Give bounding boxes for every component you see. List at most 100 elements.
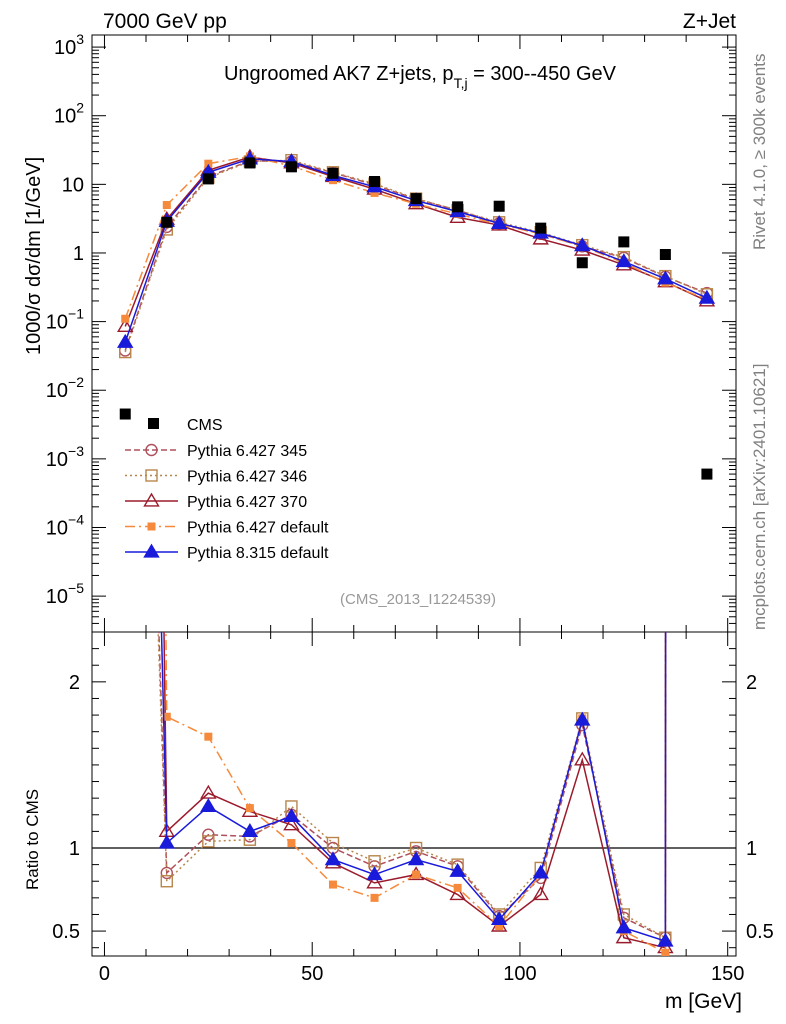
y-tick-label: 10−3 bbox=[46, 443, 84, 471]
cms-data-point bbox=[285, 161, 297, 173]
ratio-y-tick-label: 2 bbox=[69, 672, 80, 694]
y-tick-label-exponent: −3 bbox=[68, 443, 84, 459]
ratio-series-point bbox=[204, 732, 213, 741]
chart-title-subscript: T,j bbox=[454, 75, 468, 91]
ratio-series-point bbox=[366, 866, 383, 881]
x-tick-label: 100 bbox=[503, 963, 536, 985]
ratio-series-point bbox=[202, 835, 215, 848]
ratio-series-group bbox=[157, 632, 674, 956]
main-series-point bbox=[370, 188, 379, 197]
process-label: Z+Jet bbox=[683, 10, 736, 33]
legend-label-cms: CMS bbox=[187, 417, 223, 434]
ratio-series-point bbox=[245, 804, 254, 813]
legend-label: Pythia 6.427 345 bbox=[187, 443, 307, 460]
legend-label: Pythia 6.427 346 bbox=[187, 469, 307, 486]
main-series-point bbox=[162, 201, 171, 210]
main-series-point bbox=[698, 289, 716, 304]
legend: CMS Pythia 6.427 345 Pythia 6.427 346 Pythi… bbox=[125, 417, 329, 562]
ratio-y-axis-label: Ratio to CMS bbox=[23, 789, 42, 890]
main-series-group bbox=[117, 148, 716, 480]
cms-data-point bbox=[119, 408, 131, 420]
y-tick-label: 10 bbox=[62, 174, 84, 196]
ratio-series-point bbox=[287, 839, 296, 848]
main-series-line bbox=[124, 158, 708, 343]
main-series-point bbox=[615, 253, 633, 268]
main-series-point bbox=[121, 314, 130, 323]
cms-data-point bbox=[452, 201, 464, 213]
ratio-y-tick-label-right: 2 bbox=[746, 672, 757, 694]
y-tick-label-base: 10 bbox=[54, 106, 76, 128]
legend-marker bbox=[145, 443, 158, 457]
ratio-series-point bbox=[200, 784, 217, 799]
ratio-series-point bbox=[449, 886, 466, 901]
x-tick-label: 150 bbox=[711, 963, 744, 985]
y-tick-label: 10−2 bbox=[46, 374, 84, 402]
ratio-series-point bbox=[449, 862, 466, 877]
x-tick-label: 0 bbox=[99, 963, 110, 985]
ratio-series-point bbox=[407, 851, 425, 866]
mcplots-label: mcplots.cern.ch [arXiv:2401.10621] bbox=[750, 364, 769, 630]
ratio-series-point bbox=[200, 798, 217, 813]
ratio-series-point bbox=[495, 922, 504, 931]
ratio-series-point bbox=[160, 866, 173, 880]
main-series-point bbox=[117, 333, 134, 348]
y-tick-label: 1 bbox=[73, 243, 84, 265]
chart-title-tail: = 300--450 GeV bbox=[468, 63, 617, 85]
y-tick-label-exponent: 2 bbox=[76, 100, 84, 116]
ratio-y-tick-label-right: 0.5 bbox=[746, 921, 774, 943]
cms-data-point bbox=[410, 193, 422, 205]
ratio-y-tick-label-right: 1 bbox=[746, 838, 757, 860]
legend-marker bbox=[145, 469, 158, 482]
legend-marker bbox=[143, 492, 160, 507]
main-series-line bbox=[124, 159, 708, 353]
main-y-axis-label: 1000/σ dσ/dm [1/GeV] bbox=[23, 157, 45, 355]
y-tick-label-base: 10 bbox=[46, 449, 68, 471]
ratio-series-point bbox=[412, 870, 421, 879]
ratio-y-tick-label: 0.5 bbox=[52, 921, 80, 943]
y-tick-label: 10−1 bbox=[46, 306, 84, 334]
ratio-series-point bbox=[160, 875, 173, 888]
cms-data-point bbox=[244, 157, 256, 169]
ratio-series-point bbox=[328, 880, 337, 889]
ratio-series-point bbox=[326, 836, 340, 850]
ratio-series-point bbox=[490, 911, 508, 926]
y-tick-label-exponent: −1 bbox=[68, 306, 84, 322]
y-tick-label-base: 10 bbox=[46, 586, 68, 608]
cms-data-point bbox=[493, 200, 505, 212]
energy-label: 7000 GeV pp bbox=[103, 10, 227, 33]
main-series-point bbox=[490, 214, 508, 229]
main-series-point bbox=[657, 270, 674, 285]
cms-data-point bbox=[161, 216, 173, 228]
y-tick-label: 103 bbox=[54, 31, 84, 59]
ratio-series-point bbox=[615, 919, 633, 934]
main-series-line bbox=[124, 160, 708, 351]
ratio-series-point bbox=[615, 929, 633, 944]
y-tick-label-base: 10 bbox=[46, 380, 68, 402]
ratio-series-point bbox=[370, 893, 379, 902]
ratio-series-point bbox=[532, 886, 549, 901]
y-tick-label-exponent: 3 bbox=[76, 31, 84, 47]
legend-marker bbox=[143, 543, 160, 558]
y-tick-label: 10−5 bbox=[46, 580, 84, 608]
ratio-series-point bbox=[661, 948, 670, 956]
x-tick-label: 50 bbox=[301, 963, 323, 985]
main-series-point bbox=[574, 237, 591, 252]
legend-label: Pythia 8.315 default bbox=[187, 545, 329, 562]
legend-label: Pythia 6.427 370 bbox=[187, 494, 307, 511]
y-tick-label: 102 bbox=[54, 100, 84, 128]
legend-marker bbox=[147, 522, 156, 531]
y-tick-label-base: 10 bbox=[46, 312, 68, 334]
ratio-series-point bbox=[366, 874, 383, 889]
ratio-series-point bbox=[162, 712, 171, 721]
ratio-y-tick-label: 1 bbox=[69, 838, 80, 860]
legend-label: Pythia 6.427 default bbox=[187, 520, 329, 537]
ratio-series-point bbox=[532, 864, 549, 879]
legend-marker-cms bbox=[148, 418, 159, 429]
chart-title-main: Ungroomed AK7 Z+jets, p bbox=[224, 63, 454, 85]
cms-data-point bbox=[327, 167, 339, 179]
main-series-point bbox=[204, 159, 213, 168]
rivet-version-label: Rivet 4.1.0, ≥ 300k events bbox=[750, 54, 769, 250]
